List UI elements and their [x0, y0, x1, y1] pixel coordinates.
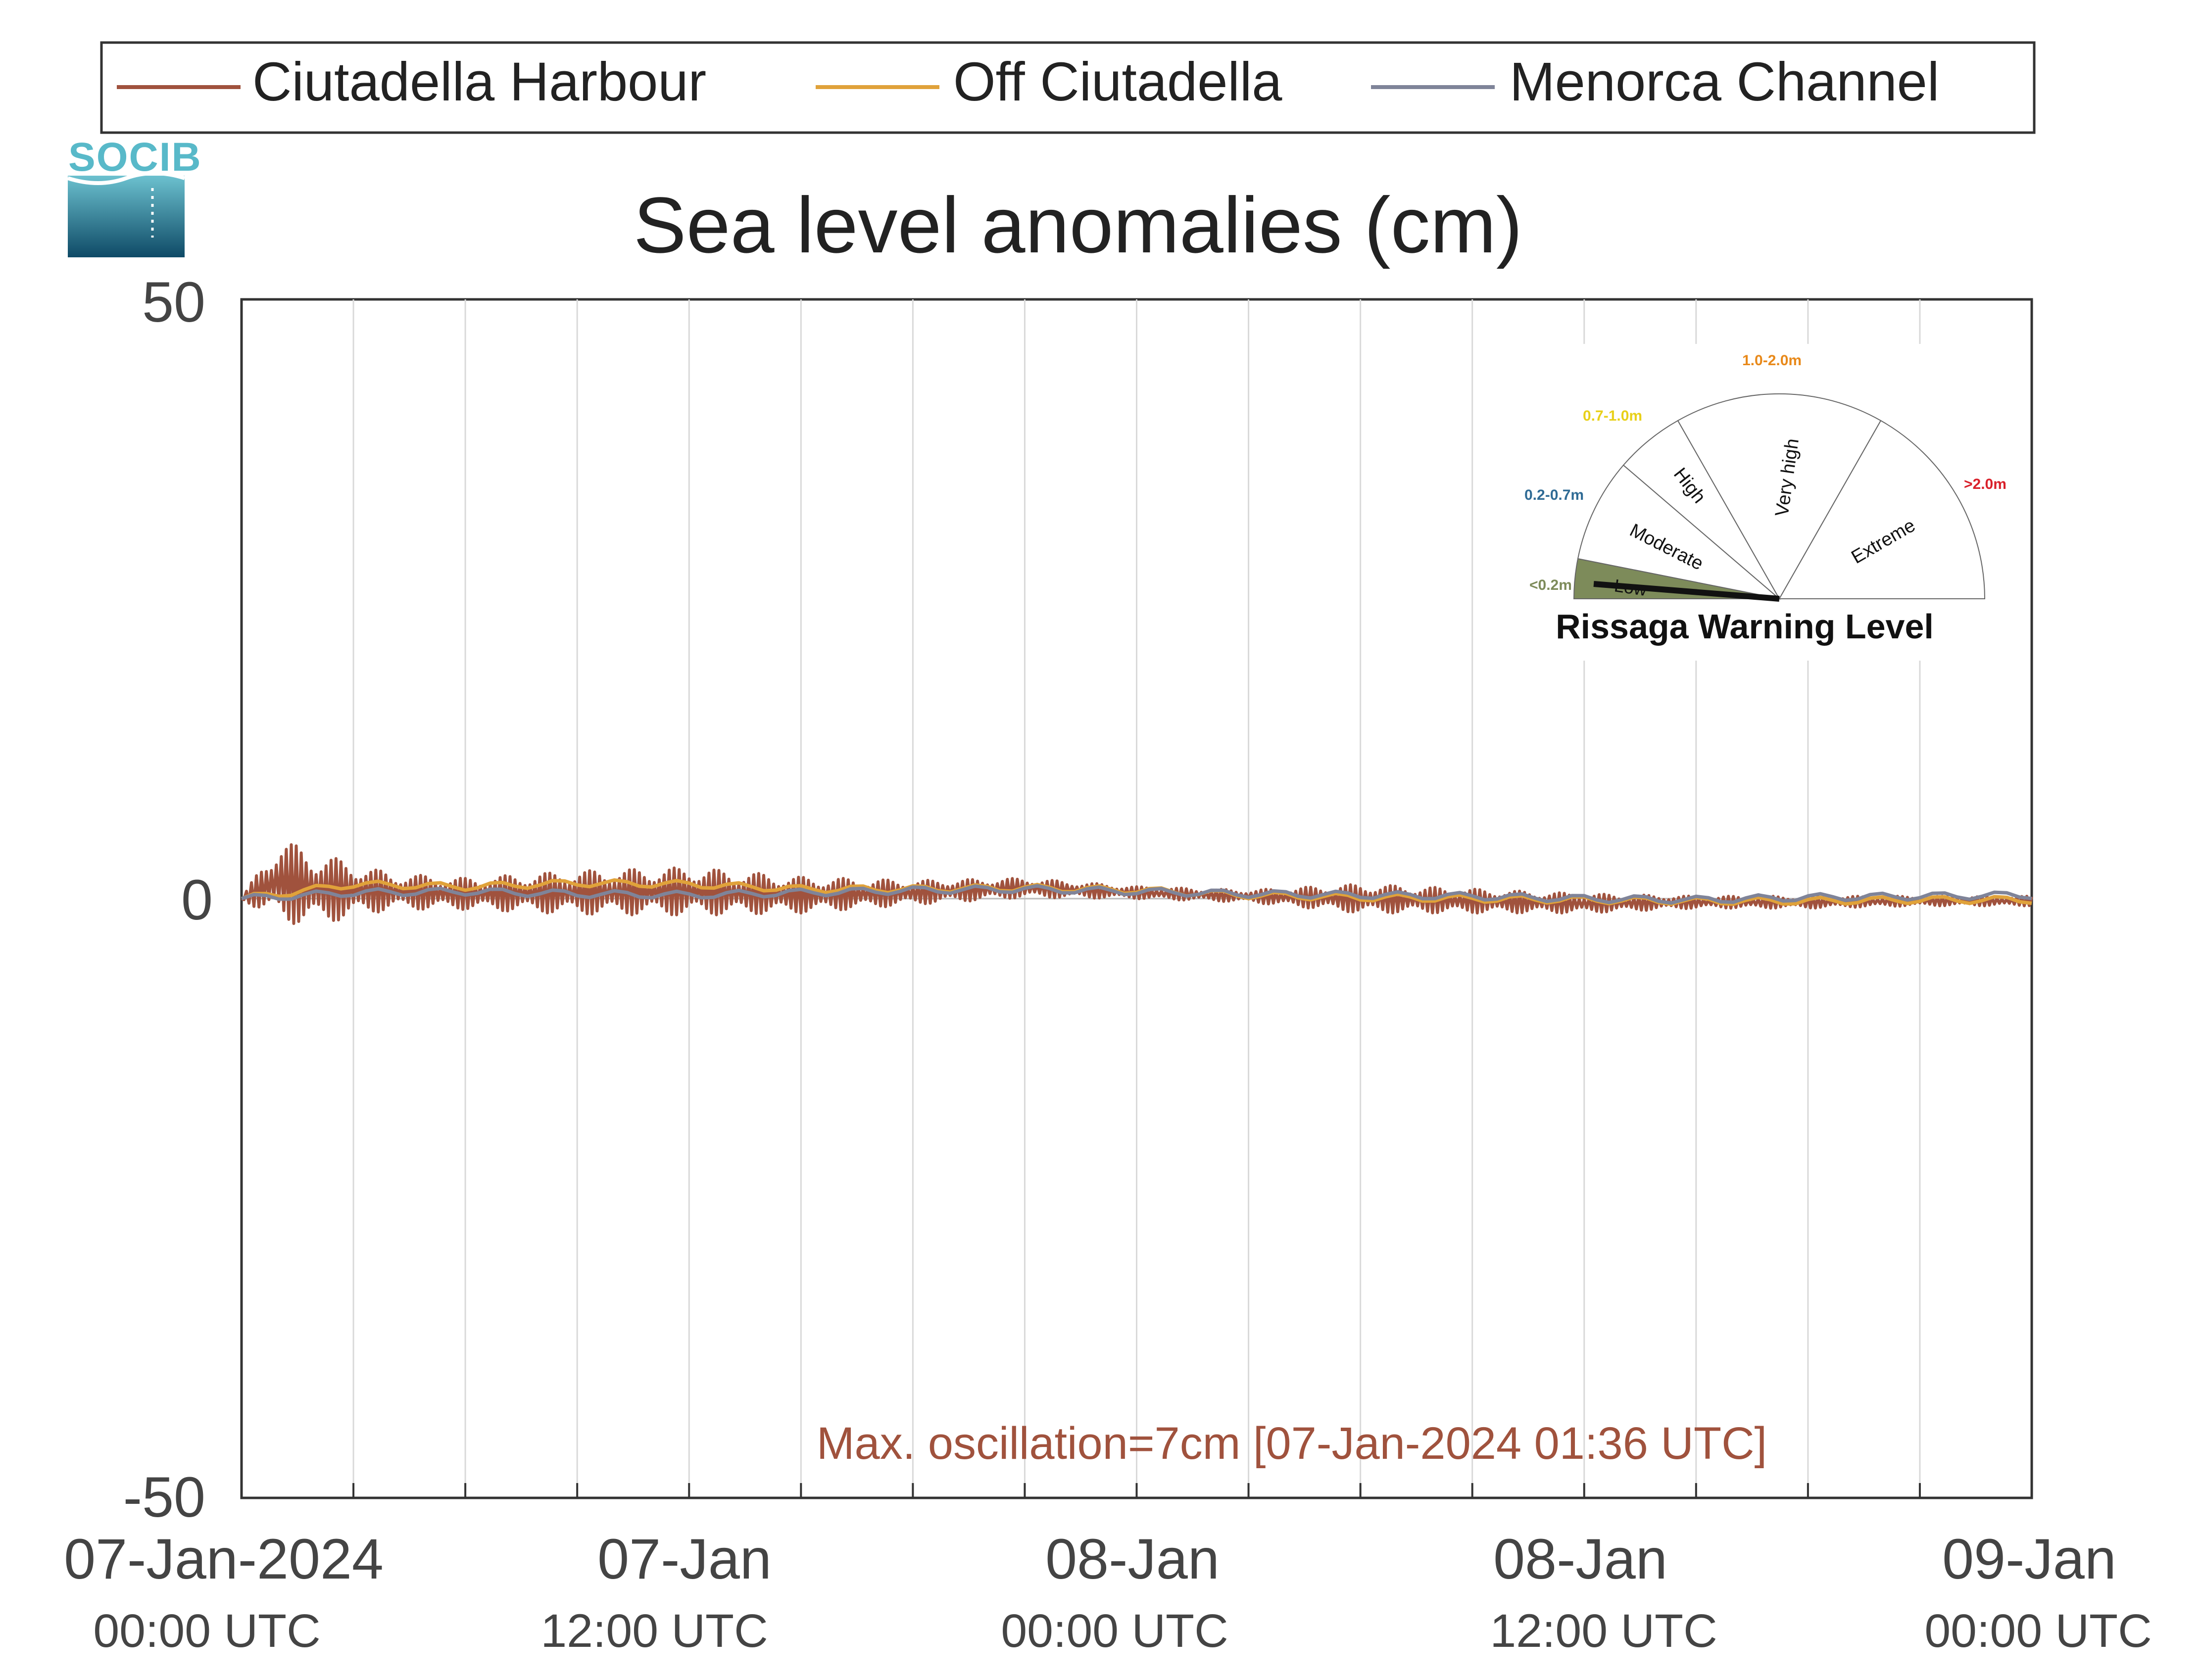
gauge-sector-moderate	[1577, 464, 1781, 600]
gauge-needle	[1593, 581, 1780, 602]
y-tick-label: -50	[123, 1466, 205, 1529]
x-tick-date: 08-Jan	[1493, 1528, 1667, 1591]
x-tick-time: 12:00 UTC	[540, 1605, 768, 1657]
max-oscillation-annotation: Max. oscillation=7cm [07-Jan-2024 01:36 …	[817, 1418, 1767, 1469]
gauge-range-extreme: >2.0m	[1964, 476, 2006, 492]
gauge-range-very-high: 1.0-2.0m	[1742, 352, 1802, 369]
x-tick-date: 07-Jan	[597, 1528, 772, 1591]
logo-block	[68, 176, 185, 257]
x-tick-date: 08-Jan	[1045, 1528, 1220, 1591]
legend: Ciutadella Harbour Off Ciutadella Menorc…	[100, 41, 2036, 134]
x-tick-time: 12:00 UTC	[1490, 1605, 1717, 1657]
gauge-range-high: 0.7-1.0m	[1583, 408, 1642, 424]
series-line-ciutadella-harbour	[241, 843, 2033, 925]
x-tick-date: 07-Jan-2024	[64, 1528, 384, 1591]
x-tick-time: 00:00 UTC	[1001, 1605, 1228, 1657]
y-axis: 50 0 -50	[123, 271, 213, 1529]
rissaga-gauge: Low Moderate High Very high Extreme <0.2…	[1495, 344, 2019, 661]
x-tick-date: 09-Jan	[1942, 1528, 2116, 1591]
x-tick-time: 00:00 UTC	[93, 1605, 320, 1657]
y-tick-label: 0	[181, 868, 213, 932]
gauge-sector-extreme	[1778, 420, 1986, 599]
gauge-sector-label-low: Low	[1613, 575, 1649, 600]
chart-title: Sea level anomalies (cm)	[634, 181, 1522, 269]
gauge-range-low: <0.2m	[1529, 577, 1572, 593]
legend-label-ciutadella-harbour: Ciutadella Harbour	[252, 51, 706, 112]
legend-label-menorca-channel: Menorca Channel	[1510, 51, 1939, 112]
gauge-title: Rissaga Warning Level	[1556, 607, 1934, 646]
y-tick-label: 50	[142, 271, 205, 334]
socib-logo: SOCIB	[67, 135, 202, 257]
gauge-range-moderate: 0.2-0.7m	[1524, 487, 1584, 503]
gauge-sector-high	[1622, 420, 1780, 599]
logo-wave	[67, 171, 186, 185]
gauge-sector-very-high	[1677, 393, 1882, 600]
x-tick-time: 00:00 UTC	[1924, 1605, 2152, 1657]
x-axis: 07-Jan-2024 00:00 UTC 07-Jan 12:00 UTC 0…	[64, 1528, 2152, 1657]
series-line-menorca-channel	[241, 884, 2032, 905]
legend-box	[100, 41, 2036, 134]
series-group	[241, 843, 2033, 925]
legend-label-off-ciutadella: Off Ciutadella	[953, 51, 1282, 112]
logo-text: SOCIB	[68, 135, 202, 180]
